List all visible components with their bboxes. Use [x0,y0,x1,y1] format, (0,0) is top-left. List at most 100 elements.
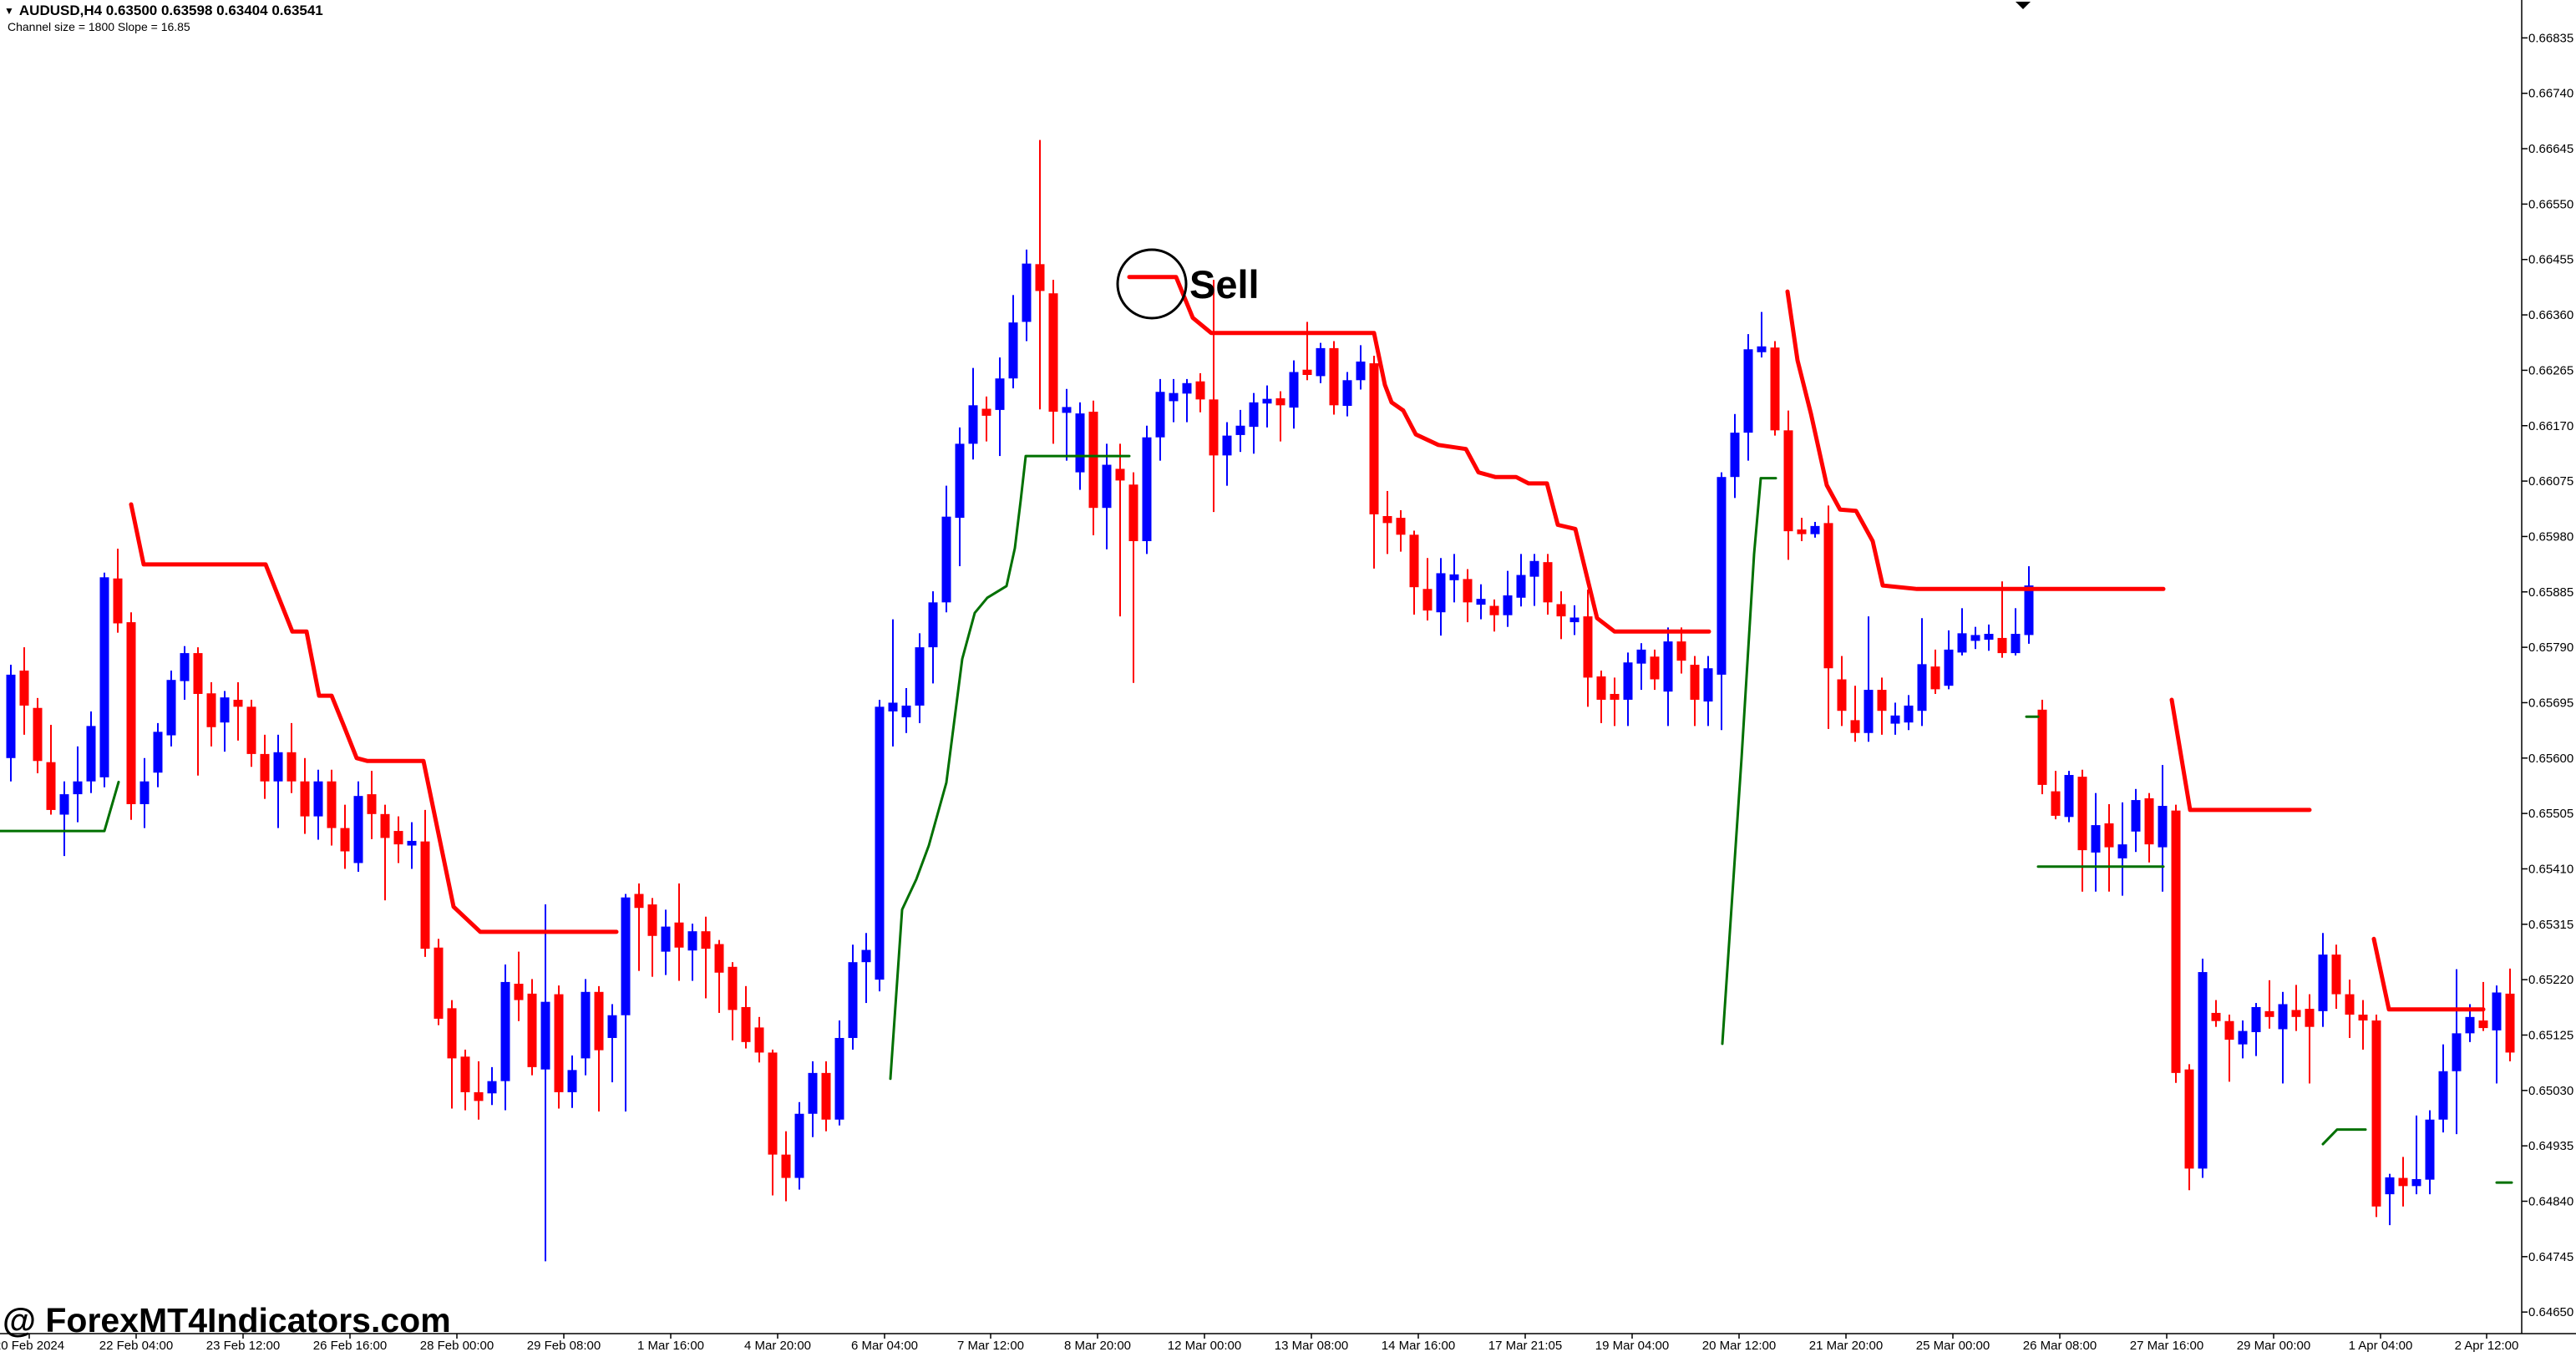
bull-candle [2425,1119,2435,1180]
bear-candle [2104,823,2114,848]
bull-candle [86,726,96,782]
bear-candle [1770,347,1780,431]
bear-candle [1596,676,1606,700]
bull-candle [1743,349,1753,433]
price-axis-label: 0.65125 [2528,1028,2573,1042]
bull-candle [1944,649,1954,686]
downtrend-line [1785,289,2166,591]
bear-candle [1877,690,1887,711]
bear-candle [420,841,430,949]
bear-candle [1797,529,1807,534]
time-axis-label: 20 Feb 2024 [0,1339,64,1353]
bear-candle [527,993,537,1067]
bear-candle [1690,665,1700,700]
bull-candle [794,1113,804,1178]
bear-candle [2184,1069,2194,1169]
bull-candle [73,781,83,795]
bear-candle [1823,523,1833,669]
bull-candle [273,752,283,782]
sell-label: Sell [1189,262,1260,306]
symbol-dropdown-icon[interactable]: ▼ [4,5,14,17]
bull-candle [1757,346,1767,352]
time-axis-label: 17 Mar 21:05 [1488,1339,1562,1353]
bull-candle [1262,398,1272,404]
bull-candle [1289,372,1299,408]
time-axis-label: 25 Mar 00:00 [1916,1339,1990,1353]
bull-candle [2411,1178,2421,1187]
bull-candle [1249,402,1259,428]
price-axis-label: 0.65220 [2528,973,2573,987]
price-axis-label: 0.66265 [2528,363,2573,377]
bull-candle [915,647,925,706]
bull-candle [1516,575,1526,598]
bear-candle [1422,589,1433,611]
bear-candle [768,1052,778,1155]
bear-candle [1850,720,1860,733]
bull-candle [621,897,631,1015]
bear-candle [1209,399,1219,456]
bull-candle [2251,1006,2261,1032]
bull-candle [928,602,938,648]
bull-candle [407,840,417,846]
bear-candle [1382,515,1392,524]
bear-candle [2077,777,2087,851]
bull-candle [540,1001,550,1070]
bear-candle [754,1027,764,1053]
bear-candle [554,994,564,1092]
time-axis-label: 20 Mar 12:00 [1702,1339,1776,1353]
bear-candle [741,1006,751,1042]
bull-candle [1716,477,1727,675]
bull-candle [2158,806,2168,848]
bear-candle [434,947,444,1019]
bull-candle [1155,392,1165,438]
bull-candle [1663,641,1673,692]
bear-candle [1409,534,1419,588]
bear-candle [2478,1020,2488,1029]
bear-candle [1543,562,1553,603]
bear-candle [1489,605,1499,615]
bear-candle [367,794,377,814]
watermark: @ ForexMT4Indicators.com [3,1301,451,1339]
time-axis-label: 4 Mar 20:00 [744,1339,811,1353]
time-axis-label: 29 Feb 08:00 [527,1339,601,1353]
price-axis-label: 0.66170 [2528,419,2573,433]
time-axis-label: 8 Mar 20:00 [1064,1339,1131,1353]
bear-candle [981,408,991,416]
bear-candle [1275,397,1285,406]
downtrend-line [129,502,619,934]
bull-candle [2492,992,2502,1030]
bear-candle [1329,347,1339,406]
bull-candle [1917,664,1927,711]
bull-candle [1008,322,1018,379]
bull-candle [2278,1004,2288,1030]
time-axis-label: 29 Mar 00:00 [2237,1339,2310,1353]
bear-candle [233,699,243,707]
bull-candle [1569,617,1580,623]
bull-candle [1503,595,1513,615]
bear-candle [1783,430,1793,532]
time-axis-label: 2 Apr 12:00 [2455,1339,2519,1353]
chart-shift-marker-icon[interactable] [2016,2,2031,9]
bull-candle [313,781,323,817]
time-axis-label: 22 Feb 04:00 [99,1339,173,1353]
price-axis-label: 0.65505 [2528,807,2573,821]
price-axis-label: 0.66360 [2528,308,2573,322]
bull-candle [1142,437,1152,542]
bear-candle [2371,1020,2381,1207]
bear-candle [1650,656,1660,680]
bull-candle [166,680,176,736]
bull-candle [2318,954,2328,1011]
indicator-status-text: Channel size = 1800 Slope = 16.85 [8,20,190,33]
time-axis-label: 12 Mar 00:00 [1168,1339,1241,1353]
bear-candle [634,894,644,909]
price-axis-label: 0.66550 [2528,197,2573,211]
bear-candle [2358,1015,2368,1021]
bull-candle [1436,573,1446,613]
bear-candle [474,1091,484,1101]
sell-circle [1116,248,1188,320]
bear-candle [1396,518,1406,535]
bull-candle [607,1015,617,1038]
bear-candle [2144,797,2154,845]
